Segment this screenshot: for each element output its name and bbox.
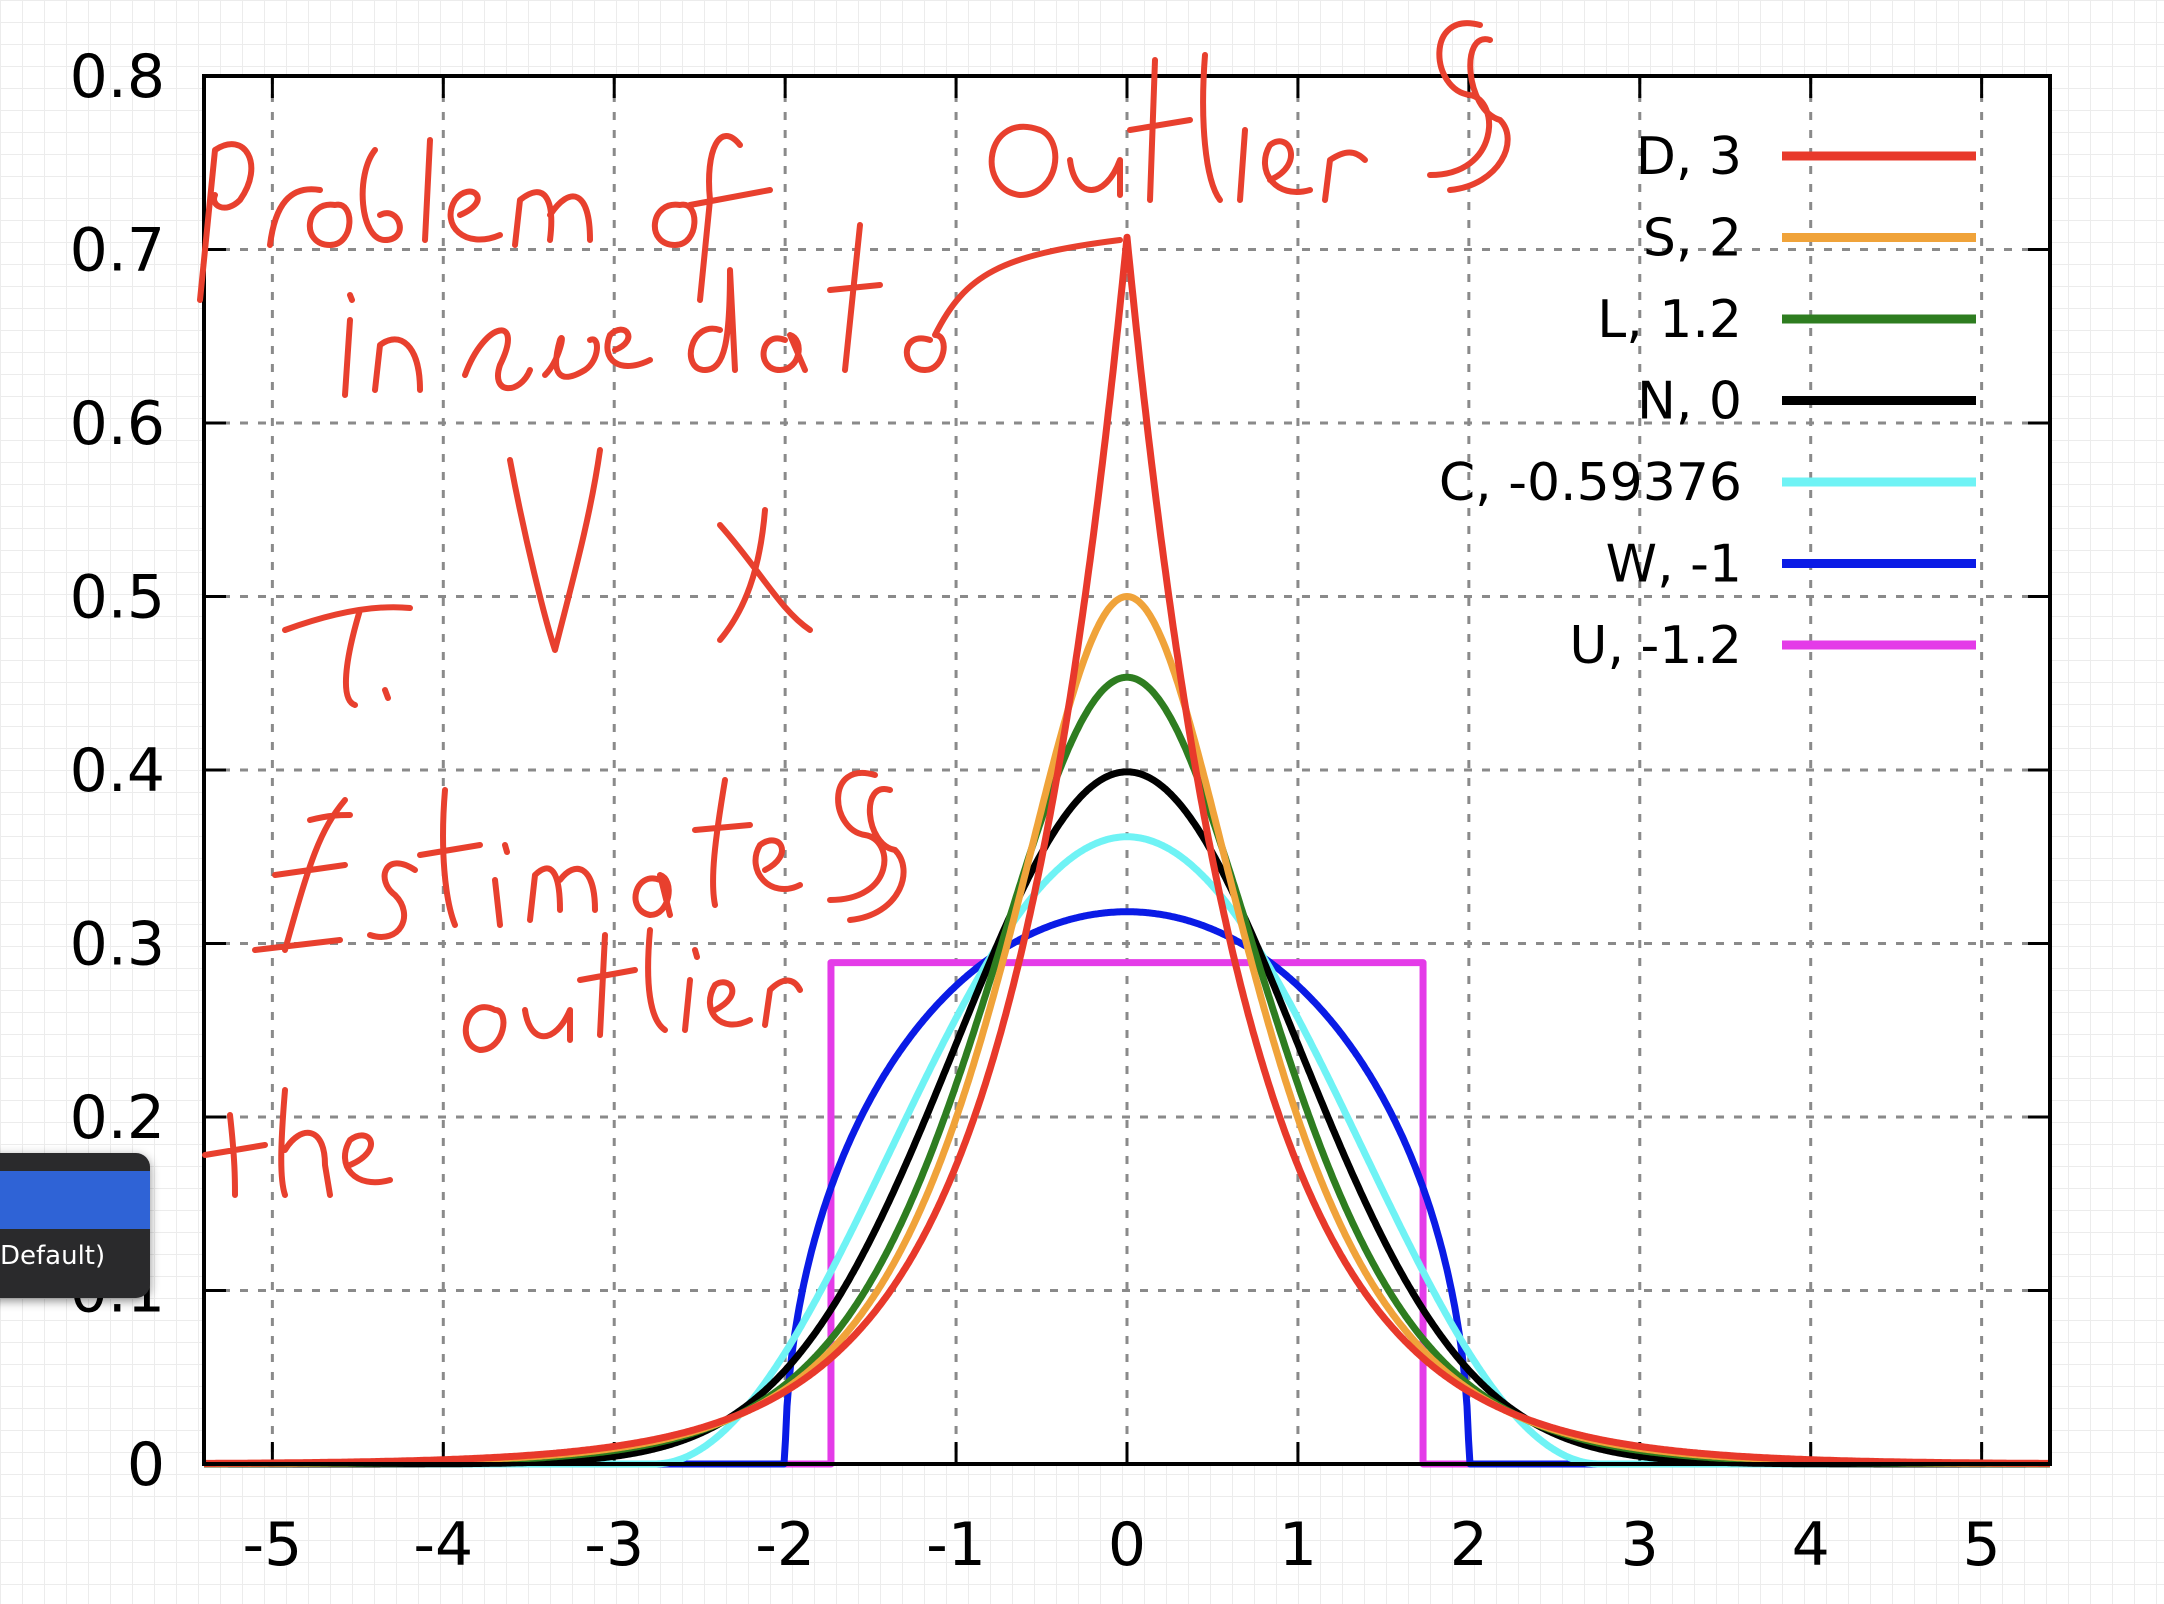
x-tick-label: -3: [584, 1510, 644, 1580]
annotation-estimate: [252, 777, 803, 953]
x-tick-label: 2: [1450, 1510, 1488, 1580]
x-tick-labels: -5 -4 -3 -2 -1 0 1 2 3 4 5: [242, 1510, 2000, 1580]
x-tick-label: -5: [242, 1510, 302, 1580]
legend-label: L, 1.2: [1597, 290, 1742, 350]
legend: D, 3 S, 2 L, 1.2 N, 0 C, -0.59376 W, -1 U, -1.…: [1439, 127, 1976, 676]
y-tick-label: 0.7: [70, 216, 165, 286]
popup-highlighted-item[interactable]: [0, 1171, 150, 1229]
y-tick-label: 0.6: [70, 389, 165, 459]
legend-label: S, 2: [1643, 209, 1742, 269]
annotation-the-outliers: [202, 769, 907, 1198]
x-tick-label: -1: [926, 1510, 986, 1580]
y-tick-label: 0: [127, 1430, 165, 1500]
legend-label: D, 3: [1636, 127, 1742, 187]
popup-menu-item[interactable]: Default): [0, 1241, 106, 1271]
x-tick-label: 1: [1279, 1510, 1317, 1580]
plot-frame: [202, 74, 2052, 1466]
annotation-in-the-data: [342, 222, 1123, 398]
y-tick-label: 0.5: [70, 563, 165, 633]
x-tick-label: 4: [1792, 1510, 1830, 1580]
x-tick-label: -2: [755, 1510, 815, 1580]
y-tick-label: 0.2: [70, 1083, 165, 1153]
x-tick-label: 0: [1108, 1510, 1146, 1580]
annotation-problem-of: [197, 133, 773, 303]
x-tick-label: 5: [1963, 1510, 2001, 1580]
series-line: [202, 233, 2052, 1467]
annotation-outliers: [988, 20, 1511, 203]
legend-label: N, 0: [1637, 372, 1742, 432]
y-tick-label: 0.3: [70, 910, 165, 980]
x-tick-label: -4: [413, 1510, 473, 1580]
legend-label: C, -0.59376: [1439, 453, 1742, 513]
y-tick-label: 0.4: [70, 736, 165, 806]
context-popup[interactable]: Default): [0, 1153, 150, 1298]
x-tick-label: 3: [1621, 1510, 1659, 1580]
annotation-rv-x: [282, 447, 813, 708]
handwritten-annotation: [197, 20, 1511, 1198]
legend-label: U, -1.2: [1569, 616, 1742, 676]
legend-label: W, -1: [1606, 535, 1742, 595]
y-tick-label: 0.8: [70, 42, 165, 112]
